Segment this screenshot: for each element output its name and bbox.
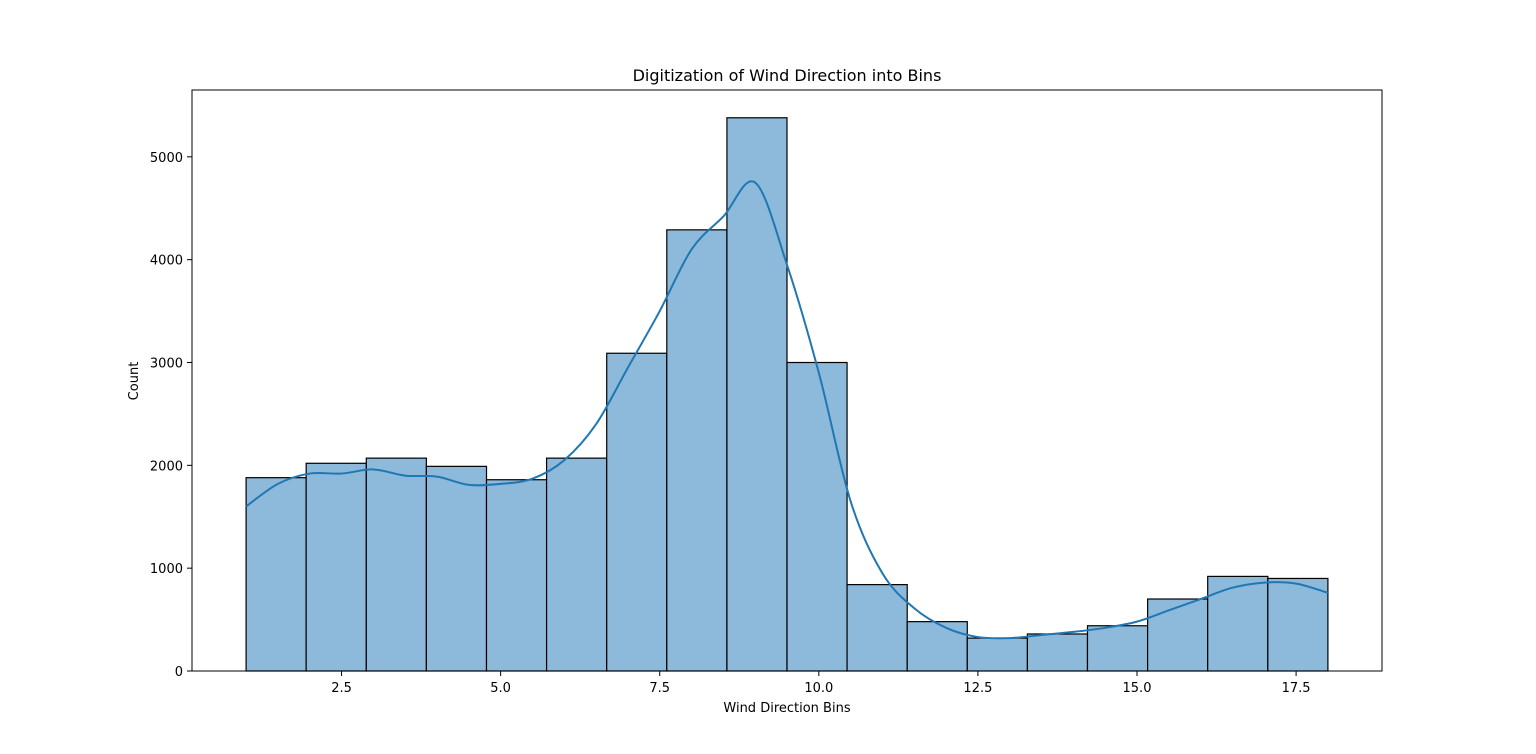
histogram-bar xyxy=(245,477,307,672)
kde-curve xyxy=(245,180,1329,640)
histogram-bar xyxy=(485,479,548,672)
plot-frame xyxy=(191,89,1383,672)
x-tick-label: 17.5 xyxy=(1282,681,1311,696)
histogram-bar xyxy=(606,352,668,672)
x-tick-label: 7.5 xyxy=(649,681,670,696)
histogram-bar xyxy=(1086,625,1149,672)
histogram-bar xyxy=(545,457,608,672)
histogram-bar xyxy=(666,229,728,672)
x-tick-label: 10.0 xyxy=(804,681,833,696)
histogram-bar xyxy=(786,361,848,672)
x-axis-ticks: 2.5 5.0 7.5 10.0 12.5 15.0 17.5 xyxy=(331,671,1311,696)
histogram-bar xyxy=(966,637,1029,672)
y-tick-label: 2000 xyxy=(150,459,183,474)
y-axis-ticks: 0 1000 2000 3000 4000 5000 xyxy=(150,151,192,680)
histogram-bar xyxy=(1267,577,1329,672)
x-tick-label: 15.0 xyxy=(1123,681,1152,696)
y-tick-label: 4000 xyxy=(150,254,183,269)
y-axis-label: Count xyxy=(127,362,142,401)
x-tick-label: 2.5 xyxy=(331,681,352,696)
histogram-bar xyxy=(906,621,968,672)
x-axis-label: Wind Direction Bins xyxy=(723,701,850,716)
x-tick-label: 12.5 xyxy=(963,681,992,696)
y-tick-label: 1000 xyxy=(150,562,183,577)
y-tick-label: 0 xyxy=(175,665,183,680)
histogram-bar xyxy=(1026,633,1089,672)
x-tick-label: 5.0 xyxy=(490,681,511,696)
histogram-bar xyxy=(425,465,488,672)
histogram-bar xyxy=(726,117,788,672)
histogram-bar xyxy=(846,584,908,672)
y-tick-label: 3000 xyxy=(150,357,183,372)
histogram-bar xyxy=(1207,575,1269,672)
histogram-bar xyxy=(365,457,427,672)
y-tick-label: 5000 xyxy=(150,151,183,166)
bars-group xyxy=(245,117,1329,672)
histogram-bar xyxy=(305,462,367,672)
chart-title: Digitization of Wind Direction into Bins xyxy=(633,66,942,85)
histogram-bar xyxy=(1147,598,1209,672)
